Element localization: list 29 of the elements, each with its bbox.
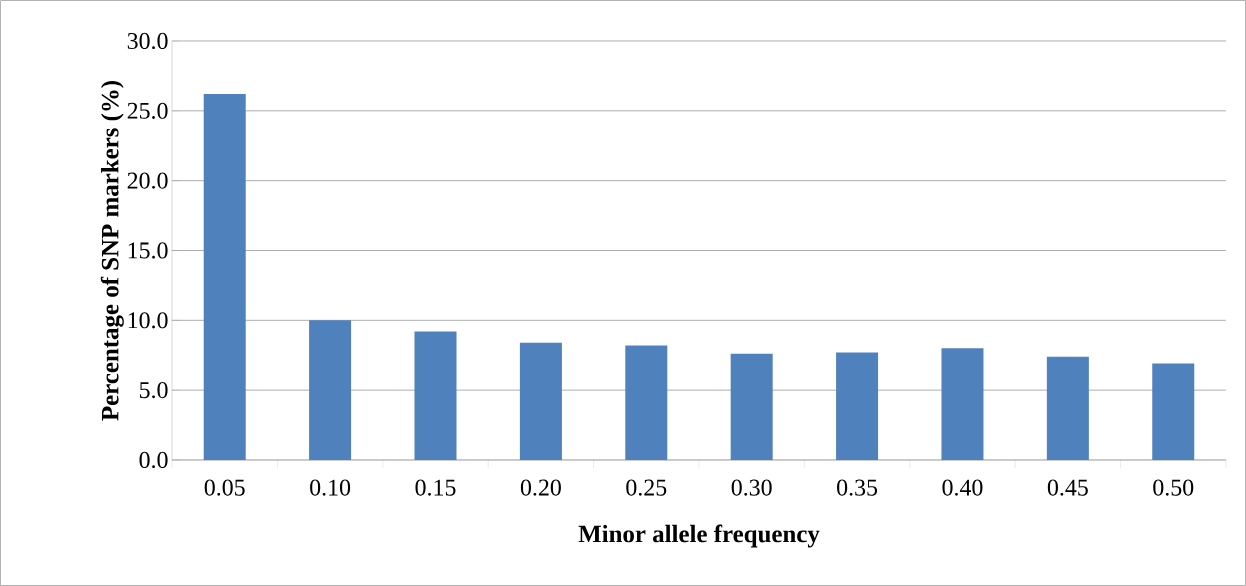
x-tick-label: 0.20 xyxy=(520,479,561,496)
y-tick-label: 5.0 xyxy=(139,382,168,399)
bar xyxy=(730,353,773,460)
bar xyxy=(1152,363,1195,460)
y-tick-label: 30.0 xyxy=(127,32,168,50)
y-tick-label: 20.0 xyxy=(127,172,168,189)
x-tick-label: 0.15 xyxy=(415,479,456,496)
x-tick-label: 0.25 xyxy=(626,479,667,496)
x-tick-label: 0.45 xyxy=(1047,479,1088,496)
x-tick-label: 0.50 xyxy=(1153,479,1194,496)
bar xyxy=(941,348,984,460)
y-axis-title: Percentage of SNP markers (%) xyxy=(100,80,124,421)
x-tick-label: 0.30 xyxy=(731,479,772,496)
y-tick-label: 15.0 xyxy=(128,242,168,259)
bar xyxy=(625,345,668,460)
x-tick-label: 0.05 xyxy=(204,479,245,496)
bar xyxy=(1046,356,1089,460)
bar xyxy=(519,342,562,460)
x-tick-label: 0.40 xyxy=(942,479,983,496)
bar xyxy=(309,320,352,460)
bar xyxy=(414,331,457,460)
y-tick-label: 25.0 xyxy=(127,102,168,119)
x-tick-label: 0.35 xyxy=(837,479,878,496)
x-axis-title: Minor allele frequency xyxy=(578,524,820,548)
x-tick-label: 0.10 xyxy=(310,479,351,496)
y-tick-label: 0.0 xyxy=(139,451,168,469)
bar xyxy=(203,94,246,460)
y-tick-label: 10.0 xyxy=(128,312,168,329)
bar xyxy=(836,352,879,460)
